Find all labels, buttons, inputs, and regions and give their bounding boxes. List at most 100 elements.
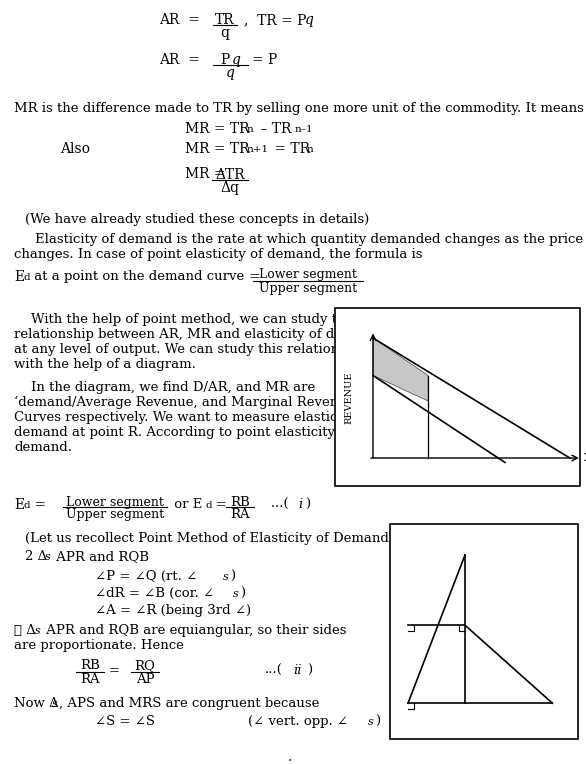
Text: ): ) <box>230 570 235 583</box>
FancyBboxPatch shape <box>335 308 580 486</box>
Text: QUANTITY: QUANTITY <box>488 462 546 471</box>
Text: n–1: n–1 <box>295 125 314 134</box>
Text: RA: RA <box>80 673 100 686</box>
Text: s: s <box>223 572 229 582</box>
FancyBboxPatch shape <box>390 524 578 739</box>
Text: 3: 3 <box>462 560 469 570</box>
Text: s: s <box>368 717 374 727</box>
Text: =: = <box>211 498 227 512</box>
Text: ): ) <box>240 587 245 600</box>
Text: s: s <box>35 626 41 636</box>
Text: MR = TR: MR = TR <box>185 142 250 156</box>
Text: q: q <box>232 53 241 67</box>
Text: AP: AP <box>136 673 154 686</box>
Text: Curves respectively. We want to measure elasticity of: Curves respectively. We want to measure … <box>14 411 372 424</box>
Text: q: q <box>305 13 314 27</box>
Text: n+1: n+1 <box>247 145 269 154</box>
Text: MR = TR: MR = TR <box>185 122 250 136</box>
Text: O: O <box>363 460 372 470</box>
Text: ): ) <box>307 664 312 677</box>
Text: , APS and MRS are congruent because: , APS and MRS are congruent because <box>59 697 319 710</box>
Text: MR =: MR = <box>185 167 230 181</box>
Text: i: i <box>298 498 302 511</box>
Text: with the help of a diagram.: with the help of a diagram. <box>14 358 196 371</box>
Text: P: P <box>220 53 230 67</box>
Text: C: C <box>489 459 498 469</box>
Text: – TR: – TR <box>256 122 291 136</box>
Text: =: = <box>30 498 46 512</box>
Text: R: R <box>430 371 438 380</box>
Text: n: n <box>307 145 314 154</box>
Text: ∠A = ∠R (being 3rd ∠): ∠A = ∠R (being 3rd ∠) <box>95 604 251 617</box>
Text: =: = <box>248 270 260 284</box>
Text: q: q <box>226 66 234 80</box>
Text: ∠dR = ∠B (cor. ∠: ∠dR = ∠B (cor. ∠ <box>95 587 214 600</box>
Text: MR: MR <box>445 462 464 471</box>
Text: Fig. 13.: Fig. 13. <box>433 468 482 481</box>
Text: ΔTR: ΔTR <box>215 168 245 182</box>
Text: at a point on the demand curve: at a point on the demand curve <box>30 270 244 283</box>
Text: d: d <box>23 273 30 282</box>
Text: RB: RB <box>230 496 250 509</box>
Text: Y: Y <box>365 319 373 329</box>
Text: RQ: RQ <box>135 659 155 672</box>
Text: Lower segment: Lower segment <box>259 268 357 281</box>
Text: 1: 1 <box>418 706 425 716</box>
Text: 2 Δ: 2 Δ <box>25 550 47 563</box>
Text: ∠P = ∠Q (rt. ∠: ∠P = ∠Q (rt. ∠ <box>95 570 197 583</box>
Text: A: A <box>362 333 370 343</box>
Text: 3: 3 <box>468 632 475 643</box>
Text: E: E <box>14 498 24 512</box>
Text: APR and RQB are equiangular, so their sides: APR and RQB are equiangular, so their si… <box>42 624 346 637</box>
Text: Upper segment: Upper segment <box>66 508 164 521</box>
Text: Upper segment: Upper segment <box>259 282 357 295</box>
Text: REVENUE: REVENUE <box>345 372 353 424</box>
Text: ∠S = ∠S: ∠S = ∠S <box>95 715 155 728</box>
Text: R: R <box>469 617 479 630</box>
Text: are proportionate. Hence: are proportionate. Hence <box>14 639 184 652</box>
Text: Fig. 14.: Fig. 14. <box>460 721 508 734</box>
Text: Q: Q <box>424 460 433 470</box>
Text: = TR: = TR <box>270 142 310 156</box>
Text: MR is the difference made to TR by selling one more unit of the commodity. It me: MR is the difference made to TR by selli… <box>14 102 584 115</box>
Text: B: B <box>556 705 565 718</box>
Text: RB: RB <box>80 659 100 672</box>
Text: Elasticity of demand is the rate at which quantity demanded changes as the price: Elasticity of demand is the rate at whic… <box>35 233 583 246</box>
Text: Δq: Δq <box>220 181 240 195</box>
Text: ,  TR = P: , TR = P <box>244 13 306 27</box>
Polygon shape <box>373 338 428 401</box>
Text: s: s <box>45 552 51 562</box>
Text: Now Δ: Now Δ <box>14 697 59 710</box>
Text: In the diagram, we find D/AR, and MR are: In the diagram, we find D/AR, and MR are <box>14 381 315 394</box>
Text: S: S <box>362 371 370 380</box>
Text: 2: 2 <box>449 628 456 638</box>
Text: P: P <box>396 619 404 632</box>
Text: (Let us recollect Point Method of Elasticity of Demand): (Let us recollect Point Method of Elasti… <box>25 532 394 545</box>
Text: .: . <box>288 750 292 764</box>
Text: E: E <box>14 270 24 284</box>
Text: changes. In case of point elasticity of demand, the formula is: changes. In case of point elasticity of … <box>14 248 423 261</box>
Text: AR  =: AR = <box>159 13 200 27</box>
Text: d: d <box>23 501 30 510</box>
Text: ): ) <box>305 498 310 511</box>
Text: (∠ vert. opp. ∠: (∠ vert. opp. ∠ <box>248 715 348 728</box>
Text: ∴ Δ: ∴ Δ <box>14 624 36 637</box>
Text: n: n <box>247 125 254 134</box>
Text: Lower segment: Lower segment <box>66 496 164 509</box>
Text: demand at point R. According to point elasticity of: demand at point R. According to point el… <box>14 426 352 439</box>
Text: (We have already studied these concepts in details): (We have already studied these concepts … <box>25 213 369 226</box>
Text: = P: = P <box>252 53 277 67</box>
Text: TR: TR <box>215 13 235 27</box>
Text: Q: Q <box>394 705 404 718</box>
Text: d: d <box>205 501 212 510</box>
Text: RA: RA <box>230 508 250 521</box>
Text: DIA: DIA <box>505 440 526 450</box>
Text: ‘demand/Average Revenue, and Marginal Revenue: ‘demand/Average Revenue, and Marginal Re… <box>14 396 355 410</box>
Text: ii: ii <box>293 664 302 677</box>
Text: 2: 2 <box>536 706 544 716</box>
Text: ...(: ...( <box>265 664 283 677</box>
Text: or E: or E <box>170 498 202 511</box>
Text: =: = <box>109 664 120 677</box>
Text: relationship between AR, MR and elasticity of demand: relationship between AR, MR and elastici… <box>14 328 380 341</box>
Text: Also: Also <box>60 142 90 156</box>
